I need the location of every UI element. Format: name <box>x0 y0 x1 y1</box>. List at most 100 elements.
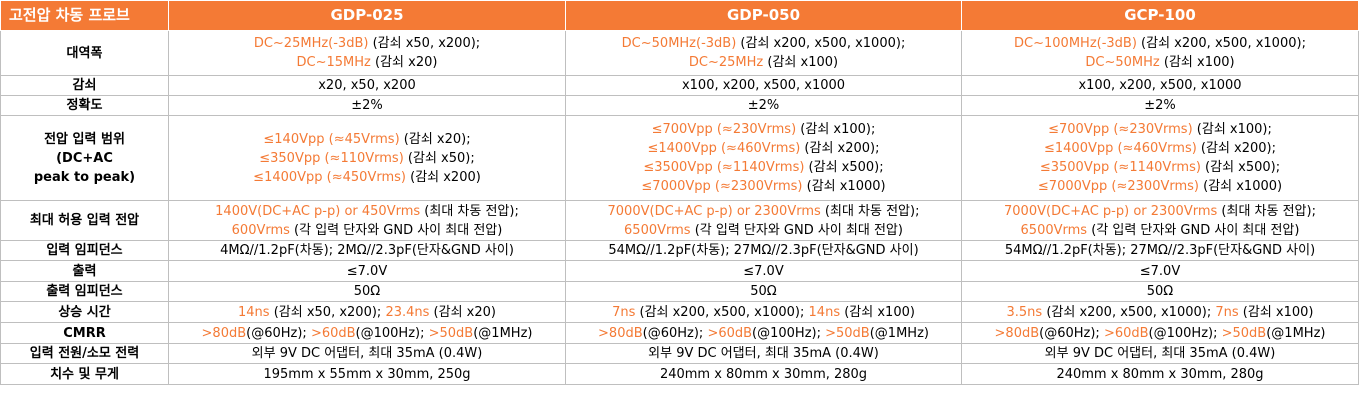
spec-row-rise-time: 상승 시간 14ns (감쇠 x50, x200); 23.4ns (감쇠 x20… <box>0 301 1359 323</box>
highlighted-value: 7000V(DC+AC p-p) or 2300Vrms <box>607 203 821 219</box>
cell-line: ≤1400Vpp (≈450Vrms) (감쇠 x200) <box>171 168 563 187</box>
row-label-line: 대역폭 <box>66 45 103 61</box>
cell-line: DC~50MHz(-3dB) (감쇠 x200, x500, x1000); <box>568 34 959 53</box>
cell-text: (감쇠 x200, x500, x1000); <box>1136 36 1306 51</box>
row-label-line: (DC+AC <box>56 150 113 166</box>
cell-line: ≤3500Vpp (≈1140Vrms) (감쇠 x500); <box>568 158 959 177</box>
row-label: 출력 임피던스 <box>0 281 169 302</box>
row-label-line: peak to peak) <box>33 169 136 185</box>
cell-line: ≤3500Vpp (≈1140Vrms) (감쇠 x500); <box>964 158 1356 177</box>
cell-text: (최대 차동 전압); <box>420 203 519 219</box>
spec-row-output-impedance: 출력 임피던스 50Ω 50Ω 50Ω <box>0 281 1359 302</box>
highlighted-value: DC~25MHz <box>688 55 764 70</box>
cell-text: 50Ω <box>353 284 381 299</box>
cell-line: 50Ω <box>568 283 959 301</box>
cell-text: (감쇠 x100); <box>796 122 876 137</box>
spec-cell-gcp-100: DC~100MHz(-3dB) (감쇠 x200, x500, x1000); D… <box>961 30 1359 76</box>
highlighted-value: DC~100MHz(-3dB) <box>1014 36 1137 51</box>
cell-text: (@100Hz); <box>752 325 826 341</box>
row-label: 입력 전원/소모 전력 <box>0 343 169 364</box>
cell-text: (@60Hz); <box>246 325 311 341</box>
spec-row-dimensions-weight: 치수 및 무게 195mm x 55mm x 30mm, 250g 240mm x … <box>0 363 1359 385</box>
cell-text: (감쇠 x500); <box>1200 160 1281 175</box>
cell-text: (@1MHz) <box>473 325 533 341</box>
spec-cell-gdp-025: 195mm x 55mm x 30mm, 250g <box>168 363 566 385</box>
cell-text: 외부 9V DC 어댑터, 최대 35mA (0.4W) <box>1044 346 1276 361</box>
cell-line: ≤350Vpp (≈110Vrms) (감쇠 x50); <box>171 149 563 168</box>
spec-cell-gdp-050: 7000V(DC+AC p-p) or 2300Vrms (최대 차동 전압);… <box>565 200 962 241</box>
highlighted-value: 7000V(DC+AC p-p) or 2300Vrms <box>1004 203 1218 219</box>
highlighted-value: >60dB <box>707 325 753 341</box>
row-label-line: 출력 임피던스 <box>46 284 123 299</box>
cell-line: 3.5ns (감쇠 x200, x500, x1000); 7ns (감쇠 x1… <box>964 303 1356 322</box>
row-label: CMRR <box>0 322 169 344</box>
row-label: 치수 및 무게 <box>0 363 169 385</box>
cell-text: (감쇠 x20) <box>370 55 438 70</box>
spec-cell-gdp-025: ±2% <box>168 95 566 116</box>
cell-text: (최대 차동 전압); <box>1217 203 1316 219</box>
row-label-line: 최대 허용 입력 전압 <box>29 213 140 228</box>
highlighted-value: 600Vrms <box>231 222 290 238</box>
cell-line: ±2% <box>171 97 563 115</box>
cell-line: DC~25MHz (감쇠 x100) <box>568 53 959 72</box>
highlighted-value: ≤1400Vpp (≈460Vrms) <box>1043 141 1197 156</box>
row-label: 전압 입력 범위 (DC+AC peak to peak) <box>0 115 169 201</box>
spec-cell-gdp-050: 240mm x 80mm x 30mm, 280g <box>565 363 962 385</box>
cell-text: 240mm x 80mm x 30mm, 280g <box>659 366 868 382</box>
cell-line: 6500Vrms (각 입력 단자와 GND 사이 최대 전압) <box>964 221 1356 240</box>
spec-cell-gdp-050: 50Ω <box>565 281 962 302</box>
cell-line: 50Ω <box>964 283 1356 301</box>
spec-cell-gdp-050: ±2% <box>565 95 962 116</box>
cell-text: ±2% <box>1144 98 1176 113</box>
spec-row-cmrr: CMRR >80dB(@60Hz); >60dB(@100Hz); >50dB(@… <box>0 322 1359 344</box>
highlighted-value: >80dB <box>201 325 247 341</box>
cell-line: ≤7000Vpp (≈2300Vrms) (감쇠 x1000) <box>964 177 1356 196</box>
spec-cell-gdp-025: ≤7.0V <box>168 260 566 282</box>
cell-line: 600Vrms (각 입력 단자와 GND 사이 최대 전압) <box>171 221 563 240</box>
cell-text: 50Ω <box>1146 284 1174 299</box>
cell-text: 54MΩ//1.2pF(차동); 27MΩ//2.3pF(단자&GND 사이) <box>608 243 919 258</box>
cell-text: (감쇠 x500); <box>804 160 884 175</box>
row-label-line: 출력 <box>72 263 97 279</box>
highlighted-value: ≤1400Vpp (≈450Vrms) <box>253 169 406 185</box>
cell-text: (@60Hz); <box>642 325 708 341</box>
row-label-line: 입력 전원/소모 전력 <box>29 346 140 361</box>
spec-row-output: 출력 ≤7.0V ≤7.0V ≤7.0V <box>0 260 1359 282</box>
cell-text: (감쇠 x1000) <box>1198 179 1283 194</box>
spec-cell-gcp-100: ±2% <box>961 95 1359 116</box>
cell-line: 외부 9V DC 어댑터, 최대 35mA (0.4W) <box>568 345 959 363</box>
spec-cell-gdp-025: ≤140Vpp (≈45Vrms) (감쇠 x20); ≤350Vpp (≈110… <box>168 115 566 201</box>
row-label-line: 입력 임피던스 <box>46 243 123 258</box>
highlighted-value: >50dB <box>1221 325 1267 341</box>
highlighted-value: >60dB <box>310 325 356 341</box>
cell-line: ≤1400Vpp (≈460Vrms) (감쇠 x200); <box>568 139 959 158</box>
highlighted-value: 23.4ns <box>385 304 430 320</box>
cell-line: 50Ω <box>171 283 563 301</box>
spec-row-input-impedance: 입력 임피던스 4MΩ//1.2pF(차동); 2MΩ//2.3pF(단자&GND… <box>0 240 1359 261</box>
highlighted-value: ≤1400Vpp (≈460Vrms) <box>647 141 801 156</box>
cell-text: (@100Hz); <box>1148 325 1222 341</box>
highlighted-value: ≤140Vpp (≈45Vrms) <box>263 131 400 147</box>
cell-text: (감쇠 x20) <box>429 304 496 320</box>
spec-cell-gcp-100: 7000V(DC+AC p-p) or 2300Vrms (최대 차동 전압);… <box>961 200 1359 241</box>
row-label: 정확도 <box>0 95 169 116</box>
cell-text: (감쇠 x100) <box>1238 304 1314 320</box>
cell-line: DC~100MHz(-3dB) (감쇠 x200, x500, x1000); <box>964 34 1356 53</box>
row-label-line: 치수 및 무게 <box>50 366 119 382</box>
cell-text: (각 입력 단자와 GND 사이 최대 전압) <box>1087 222 1300 238</box>
cell-text: (감쇠 x200); <box>1196 141 1277 156</box>
spec-cell-gdp-025: 4MΩ//1.2pF(차동); 2MΩ//2.3pF(단자&GND 사이) <box>168 240 566 261</box>
cell-line: 7ns (감쇠 x200, x500, x1000); 14ns (감쇠 x10… <box>568 303 959 322</box>
cell-text: ±2% <box>747 98 780 113</box>
row-label-line: 전압 입력 범위 <box>44 131 125 147</box>
cell-line: ≤1400Vpp (≈460Vrms) (감쇠 x200); <box>964 139 1356 158</box>
cell-text: (@1MHz) <box>869 325 929 341</box>
cell-text: (@1MHz) <box>1266 325 1326 341</box>
row-label: 감쇠 <box>0 75 169 96</box>
cell-text: x100, x200, x500, x1000 <box>681 78 846 93</box>
cell-line: >80dB(@60Hz); >60dB(@100Hz); >50dB(@1MHz… <box>964 324 1356 343</box>
cell-text: (감쇠 x100) <box>840 304 915 320</box>
spec-cell-gdp-025: 14ns (감쇠 x50, x200); 23.4ns (감쇠 x20) <box>168 301 566 323</box>
spec-cell-gdp-050: ≤700Vpp (≈230Vrms) (감쇠 x100); ≤1400Vpp (≈… <box>565 115 962 201</box>
model-header-gdp-025: GDP-025 <box>168 0 566 31</box>
